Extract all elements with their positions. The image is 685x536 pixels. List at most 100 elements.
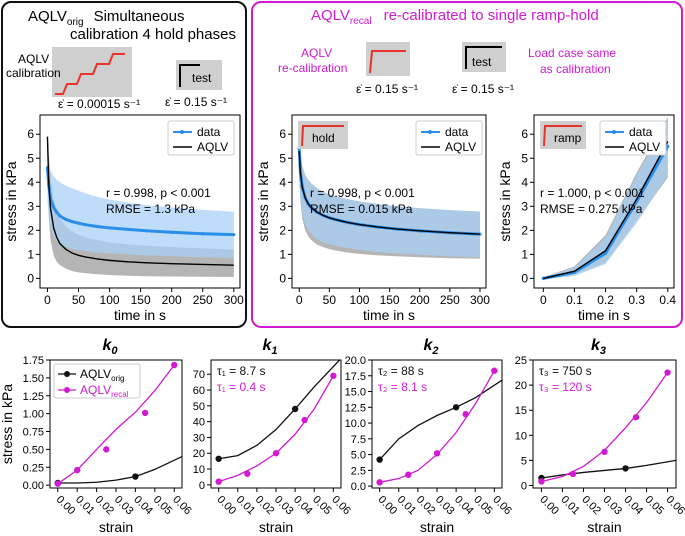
- x-tick-label: 0.00: [215, 494, 239, 518]
- y-tick-label: 0.0: [351, 481, 366, 493]
- chart-ramp-recal: 0 1 2 3 4 5 6 0 0.1 0.2 0.3 0.4 time in s stress in k…: [497, 114, 676, 323]
- y-tick-label: 40: [193, 417, 205, 429]
- x-tick-label: 0.01: [234, 494, 258, 518]
- fit-annotation: r = 1.000, p < 0.001: [540, 186, 645, 200]
- data-band: [543, 119, 668, 280]
- y-tick-label: 4: [521, 175, 528, 189]
- left-title: AQLVorig Simultaneous: [28, 8, 184, 28]
- x-tick-label: 150: [131, 293, 151, 307]
- y-tick-label: 0: [279, 271, 286, 285]
- x-tick-label: 0.02: [414, 494, 438, 518]
- k-title-main: k: [423, 337, 433, 354]
- y-tick-label: 3: [27, 199, 34, 213]
- x-tick-label: 0.3: [628, 293, 645, 307]
- x-tick-label: 0: [540, 293, 547, 307]
- y-tick-label: 6: [521, 127, 528, 141]
- x-tick-label: 0.04: [131, 494, 155, 518]
- x-axis-label: time in s: [578, 307, 630, 323]
- recal-ramp-hold-icon: [369, 50, 406, 74]
- x-tick-label: 300: [224, 293, 244, 307]
- y-tick-label: 10.0: [345, 418, 366, 430]
- k-title-main: k: [102, 337, 112, 354]
- data-band: [299, 139, 480, 258]
- data-point: [170, 230, 174, 234]
- y-tick-label: 3: [521, 199, 528, 213]
- y-tick-label: 12.5: [345, 402, 366, 414]
- data-point: [55, 210, 59, 214]
- x-tick-label: 0.01: [73, 494, 97, 518]
- legend-orig-marker: [64, 371, 70, 377]
- data-point: [83, 222, 87, 227]
- recal-test-icon: [465, 46, 502, 69]
- data-point: [64, 217, 68, 222]
- y-tick-label: 5.0: [351, 450, 366, 462]
- recal-point: [538, 478, 545, 485]
- y-tick-label: 1.25: [23, 391, 44, 403]
- x-tick-label: 200: [410, 293, 430, 307]
- recal-test-rate: ε̇ = 0.15 s⁻¹: [452, 82, 514, 96]
- x-axis-label: strain: [587, 519, 621, 535]
- y-tick-label: 0: [27, 271, 34, 285]
- recal-point: [664, 369, 671, 376]
- y-tick-label: 2: [521, 223, 528, 237]
- x-tick-label: 0.00: [537, 494, 561, 518]
- right-title: AQLVrecal re-calibrated to single ramp-ho…: [311, 7, 599, 27]
- data-point: [107, 226, 112, 230]
- x-tick-label: 200: [162, 293, 182, 307]
- calibration-label-1: AQLV: [18, 52, 49, 66]
- plot-area: [297, 139, 482, 259]
- sketch-ramp-icon: [543, 125, 582, 147]
- y-tick-label: 1: [27, 247, 34, 261]
- plot-frame: [533, 114, 675, 289]
- tau-recal: τ₂ = 8.1 s: [378, 380, 427, 394]
- fit-annotation: r = 0.998, p < 0.001: [106, 186, 211, 200]
- load-note-1: Load case same: [528, 46, 616, 60]
- x-tick-label: 0.00: [54, 494, 78, 518]
- legend-recal-label: AQLVrecal: [80, 383, 129, 399]
- plot-area: [215, 360, 341, 485]
- x-tick-label: 0.01: [558, 494, 582, 518]
- aqlv-line: [543, 141, 669, 280]
- x-tick-label: 250: [440, 293, 460, 307]
- y-tick-label: 0: [521, 271, 528, 285]
- y-tick-label: 6: [27, 127, 34, 141]
- fit-annotation: r = 0.998, p < 0.001: [310, 186, 415, 200]
- x-tick-label: 0.03: [433, 494, 457, 518]
- y-tick-label: 0.00: [23, 480, 44, 492]
- y-tick-label: 25: [515, 355, 527, 367]
- y-tick-label: 1: [279, 247, 286, 261]
- y-tick-label: 30: [193, 432, 205, 444]
- k-title: k2: [423, 337, 438, 357]
- x-tick-label: 50: [72, 293, 86, 307]
- data-point: [126, 227, 130, 231]
- data-point: [666, 144, 670, 148]
- k-title: k1: [262, 337, 277, 357]
- orig-curve: [379, 379, 502, 461]
- sketch-label: hold: [312, 131, 335, 145]
- y-tick-label: 0: [199, 480, 205, 492]
- y-tick-label: 0.50: [23, 444, 44, 456]
- x-tick-label: 0.03: [272, 494, 296, 518]
- y-tick-label: 3: [279, 199, 286, 213]
- x-axis-label: time in s: [363, 307, 415, 323]
- k-title-main: k: [591, 337, 601, 354]
- data-point: [95, 224, 99, 229]
- orig-point: [291, 405, 299, 413]
- x-axis-label: time in s: [114, 307, 166, 323]
- legend-orig-main: AQLV: [80, 367, 111, 381]
- y-tick-label: 1: [521, 247, 528, 261]
- y-tick-label: 2: [27, 223, 34, 237]
- legend-data-marker: [612, 130, 616, 134]
- orig-point: [132, 473, 139, 480]
- y-tick-label: 2.5: [351, 465, 366, 477]
- x-tick-label: 0.05: [310, 494, 334, 518]
- orig-point: [215, 455, 222, 462]
- recal-point: [171, 361, 178, 369]
- x-tick-label: 0.1: [566, 293, 583, 307]
- x-tick-label: 0.06: [329, 494, 353, 518]
- x-tick-label: 0.02: [92, 494, 116, 518]
- x-tick-label: 0.2: [597, 293, 614, 307]
- y-tick-label: 0.75: [23, 427, 44, 439]
- recal-point: [141, 409, 149, 417]
